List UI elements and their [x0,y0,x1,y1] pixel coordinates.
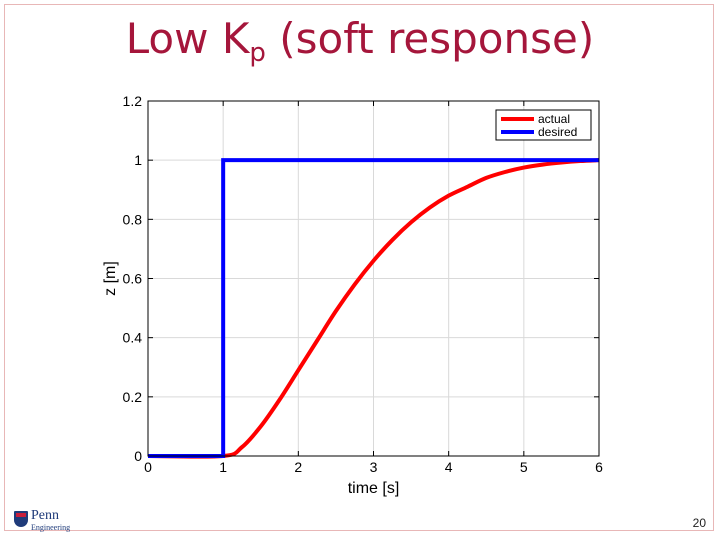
legend-label-actual: actual [538,112,570,126]
legend-label-desired: desired [538,125,577,139]
logo-word: Penn [31,508,59,523]
y-tick-label: 1 [134,152,142,168]
y-tick-label: 1.2 [123,93,143,109]
y-tick-label: 0.4 [123,330,143,346]
y-tick-label: 0.6 [123,271,143,287]
x-tick-label: 1 [219,459,227,475]
penn-engineering-logo: Penn Engineering [14,509,84,533]
series-line-actual [147,158,600,459]
slide-frame [4,4,714,531]
axes-box [147,100,600,457]
x-tick-label: 4 [445,459,453,475]
y-tick-label: 0 [134,448,142,464]
x-tick-label: 3 [370,459,378,475]
y-tick-label: 0.2 [123,389,143,405]
y-axis-label: z [m] [102,261,119,296]
x-tick-label: 5 [520,459,528,475]
logo-subword: Engineering [31,523,71,532]
x-tick-label: 2 [294,459,302,475]
slide-title-rest: (soft response) [265,14,595,63]
slide-title-main: Low K [125,14,250,63]
penn-shield-icon [14,511,28,527]
x-tick-label: 6 [595,459,603,475]
y-tick-label: 0.8 [123,211,143,227]
page-number: 20 [692,516,706,530]
slide-title-subscript: p [249,38,266,68]
legend-box [495,109,592,141]
slide-title: Low Kp (soft response) [0,14,720,66]
x-axis-label: time [s] [348,480,400,497]
x-tick-label: 0 [144,459,152,475]
